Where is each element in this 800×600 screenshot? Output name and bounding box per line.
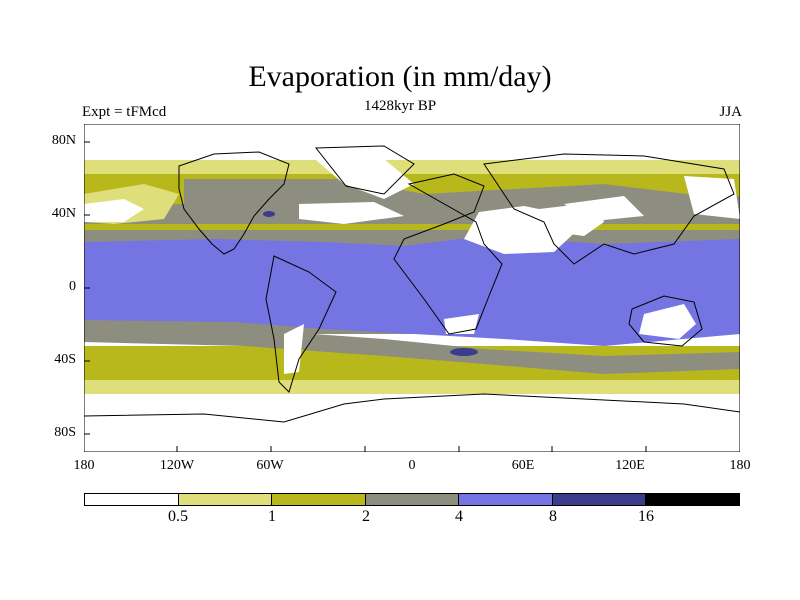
colorbar-label: 16 <box>638 508 654 525</box>
lon-label-120w: 120W <box>159 458 195 473</box>
colorbar-label: 8 <box>549 508 557 525</box>
coastlines <box>84 145 740 423</box>
colorbar-label: 0.5 <box>168 508 188 525</box>
lat-label-40n: 40N <box>51 206 76 221</box>
australia-white <box>639 304 696 339</box>
colorbar-label: 4 <box>455 508 463 525</box>
arctic-white <box>84 124 740 160</box>
map-panel <box>84 124 740 452</box>
antarctica-white <box>84 394 740 452</box>
colorbar-cell <box>272 494 366 505</box>
asia-coast <box>483 153 735 265</box>
lon-label-60w: 60W <box>256 458 284 473</box>
atlantic-n-white <box>299 202 404 224</box>
south-america-coast <box>265 255 337 393</box>
pacific-ne-white <box>84 199 144 222</box>
lon-label-0: 0 <box>408 458 416 473</box>
north-lightyellow <box>84 160 740 174</box>
nw-pacific-white <box>684 176 740 219</box>
experiment-label: Expt = tFMcd <box>82 104 167 120</box>
season-label: JJA <box>719 104 742 120</box>
greenland-white <box>309 154 414 199</box>
colorbar-cell <box>552 494 647 505</box>
time-label: 1428kyr BP <box>363 98 437 114</box>
lon-label-120e: 120E <box>615 458 645 473</box>
colorbar-cell <box>85 494 179 505</box>
colorbar-cell <box>365 494 460 505</box>
lat-label-80n: 80N <box>51 133 76 148</box>
australia-coast <box>628 295 703 347</box>
lat-label-0: 0 <box>69 279 76 294</box>
lon-label-60e: 60E <box>511 458 535 473</box>
evaporation-map <box>84 124 740 452</box>
colorbar-label: 1 <box>268 508 276 525</box>
colorbar-label: 2 <box>362 508 370 525</box>
south-atlantic-darkblue <box>450 348 478 356</box>
so-gray-band <box>84 324 740 374</box>
tropical-blue <box>84 236 740 346</box>
axis-ticks <box>84 141 647 452</box>
north-america-coast <box>178 151 290 255</box>
colorbar-cell <box>646 494 740 505</box>
lon-label-180w: 180 <box>73 458 95 473</box>
lat-label-40s: 40S <box>54 352 76 367</box>
africa-europe-coast <box>393 173 503 335</box>
plot-title: Evaporation (in mm/day) <box>248 60 552 93</box>
greenland-coast <box>314 145 415 195</box>
lat-label-80s: 80S <box>54 425 76 440</box>
antarctica-coast <box>84 393 740 423</box>
central-asia-white <box>564 196 644 220</box>
gulf-stream-darkblue <box>263 211 275 217</box>
s-america-white <box>284 324 304 374</box>
lon-label-180e: 180 <box>729 458 751 473</box>
colorbar <box>84 493 740 506</box>
colorbar-cell <box>459 494 553 505</box>
s-africa-white <box>444 314 479 334</box>
colorbar-cell <box>178 494 273 505</box>
